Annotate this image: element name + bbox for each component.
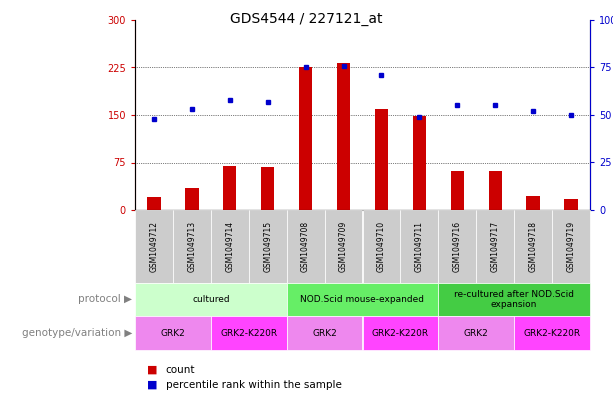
Bar xyxy=(489,171,502,210)
Text: GRK2: GRK2 xyxy=(161,329,185,338)
Text: ■: ■ xyxy=(147,365,158,375)
Text: genotype/variation ▶: genotype/variation ▶ xyxy=(21,328,132,338)
Text: GSM1049718: GSM1049718 xyxy=(528,221,538,272)
Text: GSM1049710: GSM1049710 xyxy=(377,221,386,272)
Text: GSM1049711: GSM1049711 xyxy=(415,221,424,272)
Text: GSM1049716: GSM1049716 xyxy=(453,221,462,272)
Text: GSM1049709: GSM1049709 xyxy=(339,221,348,272)
Bar xyxy=(223,166,237,210)
Text: cultured: cultured xyxy=(192,295,230,304)
Text: ■: ■ xyxy=(147,380,158,390)
Text: GSM1049708: GSM1049708 xyxy=(301,221,310,272)
Bar xyxy=(337,63,350,210)
Text: NOD.Scid mouse-expanded: NOD.Scid mouse-expanded xyxy=(300,295,424,304)
Bar xyxy=(261,167,275,210)
Text: GSM1049719: GSM1049719 xyxy=(566,221,576,272)
Text: protocol ▶: protocol ▶ xyxy=(78,294,132,305)
Text: GRK2: GRK2 xyxy=(464,329,489,338)
Text: GSM1049713: GSM1049713 xyxy=(188,221,196,272)
Text: GSM1049715: GSM1049715 xyxy=(263,221,272,272)
Bar xyxy=(451,171,464,210)
Text: count: count xyxy=(166,365,195,375)
Text: GDS4544 / 227121_at: GDS4544 / 227121_at xyxy=(230,12,383,26)
Bar xyxy=(147,197,161,210)
Text: percentile rank within the sample: percentile rank within the sample xyxy=(166,380,341,390)
Bar xyxy=(185,188,199,210)
Text: GSM1049717: GSM1049717 xyxy=(491,221,500,272)
Bar xyxy=(375,109,388,210)
Text: GSM1049714: GSM1049714 xyxy=(226,221,234,272)
Text: GRK2-K220R: GRK2-K220R xyxy=(372,329,429,338)
Bar xyxy=(565,198,577,210)
Text: GRK2: GRK2 xyxy=(312,329,337,338)
Bar xyxy=(413,116,426,210)
Text: GRK2-K220R: GRK2-K220R xyxy=(524,329,581,338)
Text: GSM1049712: GSM1049712 xyxy=(150,221,158,272)
Bar xyxy=(527,196,540,210)
Text: re-cultured after NOD.Scid
expansion: re-cultured after NOD.Scid expansion xyxy=(454,290,574,309)
Bar xyxy=(299,68,312,210)
Text: GRK2-K220R: GRK2-K220R xyxy=(220,329,277,338)
